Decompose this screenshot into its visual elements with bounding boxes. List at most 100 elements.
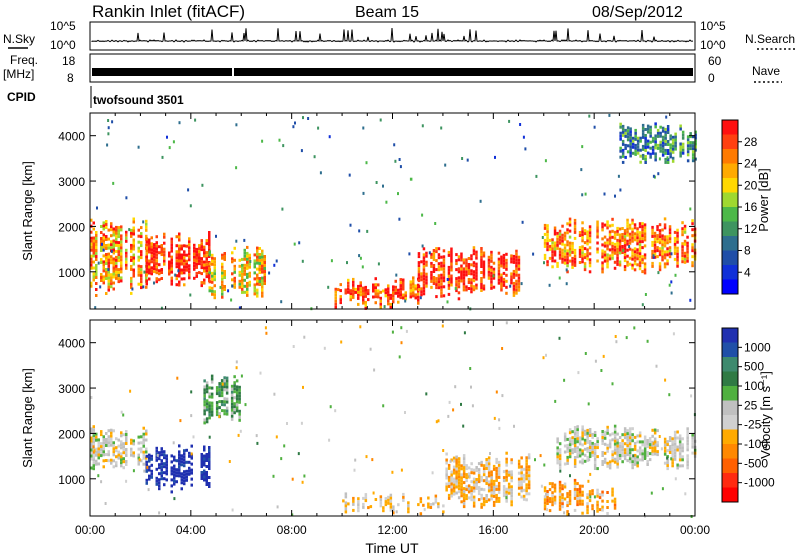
data-cell — [256, 261, 259, 265]
data-cell — [525, 489, 528, 493]
data-cell — [455, 289, 458, 293]
data-cell — [551, 244, 554, 248]
data-cell — [586, 239, 589, 243]
data-cell — [132, 241, 135, 245]
data-cell — [180, 262, 183, 266]
data-cell — [465, 488, 468, 492]
data-cell — [644, 158, 647, 161]
data-cell — [686, 463, 689, 467]
data-cell — [571, 250, 574, 254]
data-cell — [594, 359, 597, 363]
data-cell — [517, 273, 521, 277]
data-cell — [223, 403, 226, 407]
data-cell — [248, 280, 251, 284]
data-cell — [145, 234, 148, 238]
data-cell — [200, 242, 203, 246]
data-cell — [472, 483, 476, 487]
data-cell — [391, 330, 394, 334]
data-cell — [175, 274, 178, 278]
data-cell — [205, 474, 208, 477]
data-cell — [220, 400, 224, 404]
data-cell — [649, 131, 652, 135]
data-cell — [502, 253, 506, 257]
data-cell — [556, 261, 559, 265]
data-cell — [666, 440, 669, 444]
data-cell — [608, 254, 612, 258]
data-cell — [638, 225, 642, 229]
data-cell — [158, 472, 161, 476]
data-cell — [553, 253, 557, 257]
data-cell — [477, 462, 481, 466]
data-cell — [440, 282, 443, 286]
data-cell — [168, 269, 171, 273]
data-cell — [626, 230, 629, 234]
data-cell — [195, 262, 198, 266]
data-cell — [188, 237, 191, 241]
data-cell — [160, 306, 163, 310]
data-cell — [608, 445, 612, 449]
data-cell — [105, 244, 108, 247]
data-cell — [122, 460, 125, 464]
data-cell — [231, 251, 234, 255]
data-cell — [611, 244, 614, 248]
data-cell — [681, 245, 684, 249]
colorbar-swatch — [722, 163, 738, 179]
data-cell — [153, 258, 156, 262]
data-cell — [211, 289, 214, 293]
colorbar-tick-label: -500 — [744, 456, 768, 470]
data-cell — [205, 471, 208, 474]
data-cell — [145, 240, 148, 244]
data-cell — [519, 123, 522, 126]
data-cell — [664, 136, 667, 140]
data-cell — [666, 241, 669, 245]
data-cell — [435, 280, 438, 284]
data-cell — [628, 256, 632, 260]
data-cell — [563, 243, 567, 247]
data-cell — [203, 260, 206, 264]
data-cell — [460, 276, 463, 280]
data-cell — [493, 416, 496, 420]
data-cell — [551, 253, 554, 257]
data-cell — [553, 489, 557, 493]
colorbar-swatch — [722, 415, 738, 430]
data-cell — [606, 443, 609, 447]
data-cell — [200, 257, 203, 261]
data-cell — [233, 384, 236, 388]
data-cell — [208, 255, 211, 258]
data-cell — [165, 457, 168, 461]
data-cell — [658, 235, 662, 239]
data-cell — [591, 435, 594, 439]
data-cell — [142, 456, 145, 460]
data-cell — [102, 260, 105, 264]
data-cell — [437, 419, 440, 423]
data-cell — [608, 236, 612, 240]
data-cell — [634, 152, 637, 156]
data-cell — [553, 250, 557, 254]
data-cell — [140, 256, 143, 260]
data-cell — [110, 234, 113, 238]
data-cell — [140, 250, 143, 254]
data-cell — [210, 374, 214, 378]
data-cell — [462, 502, 466, 506]
data-cell — [233, 267, 236, 271]
data-cell — [606, 220, 609, 224]
data-cell — [568, 493, 572, 497]
data-cell — [608, 460, 612, 464]
data-cell — [462, 463, 466, 467]
data-cell — [644, 155, 647, 158]
data-cell — [203, 397, 206, 401]
data-cell — [263, 258, 266, 261]
data-cell — [517, 477, 521, 481]
data-cell — [613, 442, 617, 446]
data-cell — [261, 267, 264, 271]
data-cell — [384, 503, 388, 507]
data-cell — [462, 469, 466, 473]
data-cell — [623, 268, 627, 272]
data-cell — [231, 272, 234, 276]
data-cell — [195, 247, 198, 251]
data-cell — [641, 147, 645, 151]
data-cell — [651, 145, 655, 149]
data-cell — [441, 324, 444, 328]
data-cell — [163, 250, 166, 254]
data-cell — [475, 466, 478, 469]
